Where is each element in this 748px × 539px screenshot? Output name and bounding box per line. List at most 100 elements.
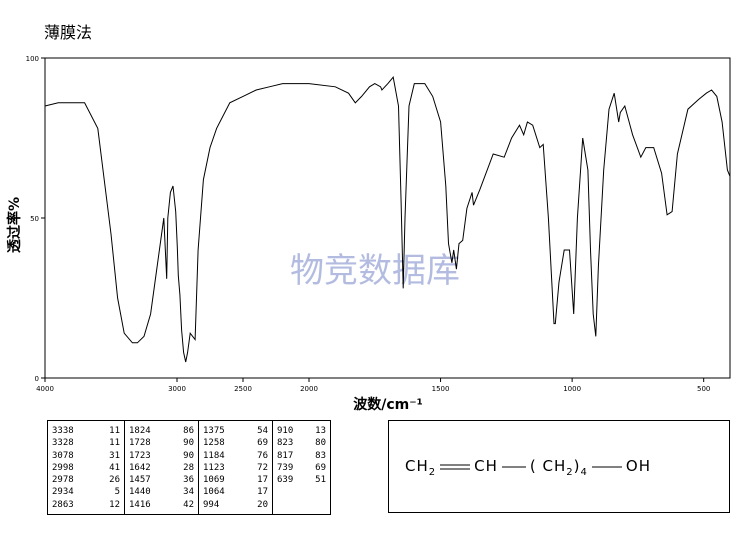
peak-wavenumber: 3078 <box>52 450 74 461</box>
peak-transmittance: 41 <box>109 462 120 473</box>
peak-row: 1064 17 <box>203 486 268 498</box>
peak-row: 823 80 <box>277 437 326 449</box>
formula-oh: OH <box>625 457 651 475</box>
peak-wavenumber: 3338 <box>52 426 74 436</box>
peak-row: 994 20 <box>203 499 268 511</box>
y-tick-label: 50 <box>30 215 39 223</box>
x-tick-label: 500 <box>697 385 710 393</box>
peak-row: 1440 34 <box>129 486 194 498</box>
formula-ch2-group: ( CH2)4 <box>529 457 588 478</box>
peak-wavenumber: 3328 <box>52 438 74 449</box>
x-tick-label: 1000 <box>563 385 581 393</box>
peak-column: 910 13 823 80 817 83 739 69 639 51 <box>273 421 330 514</box>
peak-transmittance: 17 <box>257 487 268 498</box>
peak-transmittance: 69 <box>257 438 268 449</box>
peak-row: 739 69 <box>277 462 326 474</box>
x-tick-label: 1500 <box>432 385 450 393</box>
peak-wavenumber: 1723 <box>129 450 151 461</box>
peak-transmittance: 76 <box>257 450 268 461</box>
peak-transmittance: 54 <box>257 426 268 436</box>
peak-row: 2998 41 <box>52 462 120 474</box>
x-axis-label: 波数/cm⁻¹ <box>353 396 423 413</box>
peak-wavenumber: 1184 <box>203 450 225 461</box>
peak-transmittance: 28 <box>183 462 194 473</box>
peak-table: 3338 11 3328 11 3078 31 2998 41 2978 26 2934 5 2863 1… <box>47 420 331 515</box>
peak-transmittance: 90 <box>183 450 194 461</box>
y-axis-ticks: 0 50 100 <box>26 55 45 383</box>
peak-row: 2863 12 <box>52 499 120 511</box>
structural-formula: CH2 CH ( CH2)4 OH <box>405 457 651 478</box>
peak-wavenumber: 2934 <box>52 487 74 498</box>
peak-wavenumber: 817 <box>277 450 294 461</box>
peak-transmittance: 80 <box>315 438 326 449</box>
peak-row: 1375 54 <box>203 425 268 437</box>
single-bond-icon <box>591 466 622 467</box>
peak-transmittance: 11 <box>109 438 120 449</box>
peak-row: 1258 69 <box>203 437 268 449</box>
formula-ch: CH <box>474 457 498 475</box>
peak-column: 1375 54 1258 69 1184 76 1123 72 1069 17 1064 17 994 2… <box>199 421 273 514</box>
peak-transmittance: 51 <box>315 475 326 486</box>
page-title: 薄膜法 <box>44 23 93 42</box>
peak-transmittance: 90 <box>183 438 194 449</box>
peak-row: 910 13 <box>277 425 326 437</box>
x-tick-label: 2500 <box>234 385 252 393</box>
peak-wavenumber: 1258 <box>203 438 225 449</box>
peak-wavenumber: 1064 <box>203 487 225 498</box>
x-tick-label: 3000 <box>168 385 186 393</box>
peak-transmittance: 86 <box>183 426 194 436</box>
peak-row: 1123 72 <box>203 462 268 474</box>
peak-transmittance: 11 <box>109 426 120 436</box>
peak-wavenumber: 1416 <box>129 499 151 510</box>
y-tick-label: 0 <box>35 375 39 383</box>
x-tick-label: 2000 <box>300 385 318 393</box>
single-bond-icon <box>501 466 526 467</box>
peak-wavenumber: 1457 <box>129 475 151 486</box>
peak-row: 639 51 <box>277 474 326 486</box>
x-tick-label: 4000 <box>36 385 54 393</box>
peak-transmittance: 5 <box>114 487 120 498</box>
peak-wavenumber: 1642 <box>129 462 151 473</box>
peak-row: 3328 11 <box>52 437 120 449</box>
double-bond-icon <box>440 464 471 469</box>
peak-wavenumber: 639 <box>277 475 294 486</box>
peak-row: 1728 90 <box>129 437 194 449</box>
peak-row: 2978 26 <box>52 474 120 486</box>
ir-spectrum-chart: 物竞数据库 4000 3000 2500 2000 1500 1000 500 0 50 100… <box>6 55 731 413</box>
peak-transmittance: 13 <box>315 426 326 436</box>
peak-wavenumber: 994 <box>203 499 220 510</box>
peak-row: 1723 90 <box>129 450 194 462</box>
plot-frame <box>44 57 731 379</box>
peak-transmittance: 12 <box>109 499 120 510</box>
y-axis-label: 透过率% <box>6 197 23 253</box>
peak-transmittance: 72 <box>257 462 268 473</box>
peak-row: 3338 11 <box>52 425 120 437</box>
peak-wavenumber: 1824 <box>129 426 151 436</box>
peak-transmittance: 26 <box>109 475 120 486</box>
peak-row: 2934 5 <box>52 486 120 498</box>
peak-wavenumber: 1123 <box>203 462 225 473</box>
peak-transmittance: 83 <box>315 450 326 461</box>
peak-transmittance: 34 <box>183 487 194 498</box>
peak-row: 3078 31 <box>52 450 120 462</box>
y-tick-label: 100 <box>26 55 39 63</box>
peak-wavenumber: 2863 <box>52 499 74 510</box>
peak-row: 1824 86 <box>129 425 194 437</box>
peak-transmittance: 42 <box>183 499 194 510</box>
peak-transmittance: 36 <box>183 475 194 486</box>
watermark: 物竞数据库 <box>290 251 460 291</box>
peak-wavenumber: 910 <box>277 426 294 436</box>
peak-transmittance: 69 <box>315 462 326 473</box>
peak-wavenumber: 1440 <box>129 487 151 498</box>
peak-column: 3338 11 3328 11 3078 31 2998 41 2978 26 2934 5 2863 1… <box>48 421 125 514</box>
spectrum-line <box>44 76 731 363</box>
peak-row: 1416 42 <box>129 499 194 511</box>
peak-wavenumber: 2998 <box>52 462 74 473</box>
peak-column: 1824 86 1728 90 1723 90 1642 28 1457 36 1440 34 1416… <box>125 421 199 514</box>
peak-row: 1069 17 <box>203 474 268 486</box>
x-axis-ticks: 4000 3000 2500 2000 1500 1000 500 <box>36 378 710 393</box>
peak-transmittance: 20 <box>257 499 268 510</box>
structure-box: CH2 CH ( CH2)4 OH <box>388 420 730 513</box>
peak-wavenumber: 739 <box>277 462 294 473</box>
peak-row: 1457 36 <box>129 474 194 486</box>
